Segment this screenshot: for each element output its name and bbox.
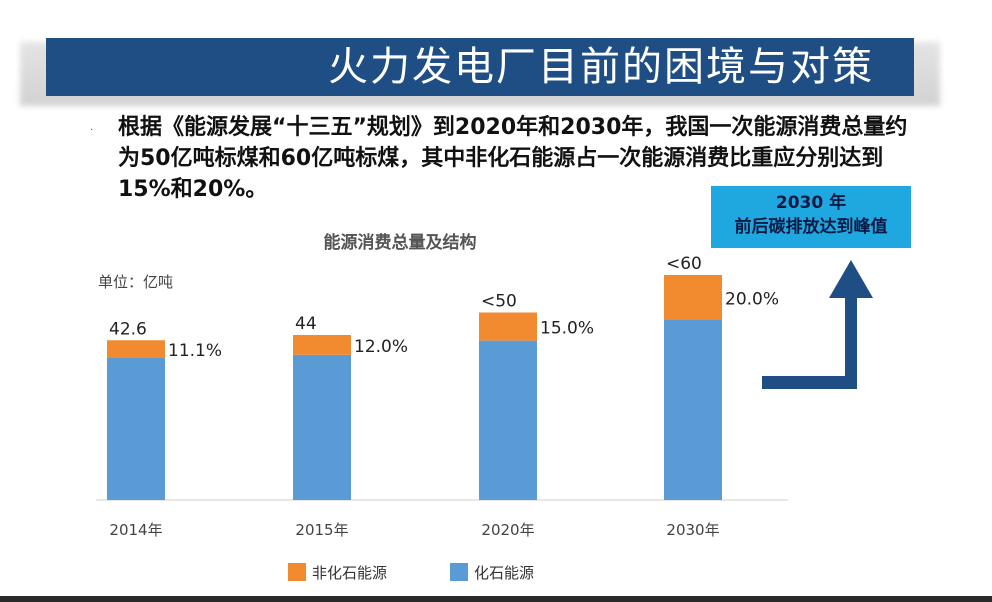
bar-non-fossil bbox=[479, 312, 537, 341]
unit-label: 单位：亿吨 bbox=[98, 273, 173, 291]
total-label: 44 bbox=[295, 314, 317, 334]
bar-non-fossil bbox=[293, 335, 351, 355]
bar-fossil bbox=[107, 357, 165, 500]
bullet-marker: . bbox=[90, 122, 94, 133]
peak-callout: 2030 年 前后碳排放达到峰值 bbox=[711, 186, 911, 248]
x-tick-label: 2020年 bbox=[481, 521, 534, 539]
up-arrow-icon bbox=[762, 260, 873, 389]
share-label: 12.0% bbox=[354, 337, 408, 357]
legend-swatch bbox=[450, 563, 468, 581]
share-label: 20.0% bbox=[725, 290, 779, 310]
total-label: <50 bbox=[481, 292, 517, 312]
bar-fossil bbox=[479, 340, 537, 500]
chart-title: 能源消费总量及结构 bbox=[324, 232, 477, 253]
callout-text: 前后碳排放达到峰值 bbox=[734, 217, 888, 237]
title-banner: 火力发电厂目前的困境与对策 bbox=[46, 38, 914, 96]
intro-text: 根据《能源发展“十三五”规划》到2020年和2030年，我国一次能源消费总量约为… bbox=[118, 115, 908, 202]
bottom-border bbox=[0, 596, 992, 602]
share-label: 15.0% bbox=[540, 319, 594, 339]
slide-title: 火力发电厂目前的困境与对策 bbox=[328, 44, 874, 90]
legend-label: 非化石能源 bbox=[312, 564, 387, 582]
share-label: 11.1% bbox=[168, 341, 222, 361]
legend-swatch bbox=[288, 563, 306, 581]
x-tick-label: 2015年 bbox=[295, 521, 348, 539]
total-label: <60 bbox=[666, 254, 702, 274]
total-label: 42.6 bbox=[109, 319, 147, 339]
legend-label: 化石能源 bbox=[474, 564, 534, 582]
x-tick-label: 2030年 bbox=[666, 521, 719, 539]
bar-non-fossil bbox=[664, 275, 722, 320]
bar-fossil bbox=[293, 354, 351, 500]
x-tick-label: 2014年 bbox=[109, 521, 162, 539]
bar-non-fossil bbox=[107, 340, 165, 358]
callout-year: 2030 年 bbox=[775, 193, 847, 213]
bar-fossil bbox=[664, 320, 722, 500]
